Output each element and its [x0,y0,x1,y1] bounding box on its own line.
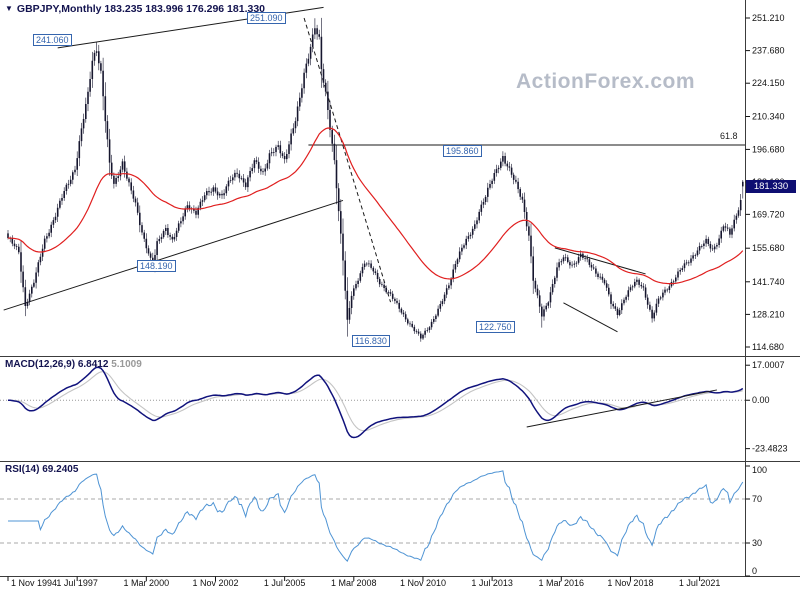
price-axis-label: 224.150 [752,78,785,88]
macd-indicator-label: MACD(12,26,9) 6.8412 5.1009 [5,359,142,370]
macd-axis-label: 0.00 [752,395,770,405]
date-axis-label: 1 Jul 2013 [471,578,513,588]
rsi-axis-label: 70 [752,494,762,504]
trendline[interactable] [303,17,392,303]
date-axis-label: 1 Nov 1994 [11,578,57,588]
trendline[interactable] [563,302,618,333]
price-axis-label: 237.680 [752,46,785,56]
symbol-ohlc-text: GBPJPY,Monthly 183.235 183.996 176.296 1… [16,3,266,15]
date-axis-label: 1 Mar 2000 [124,578,170,588]
date-axis-label: 1 Nov 2018 [607,578,653,588]
rsi-axis-label: 100 [752,465,767,475]
rsi-name: RSI(14) [5,464,40,475]
price-axis-label: 155.680 [752,243,785,253]
macd-value-main: 6.8412 [77,359,109,370]
price-axis-label: 114.680 [752,342,784,352]
rsi-line [8,470,744,562]
candle-bodies [7,28,744,339]
date-axis-label: 1 Jul 2021 [679,578,721,588]
symbol-dropdown-icon[interactable]: ▼ [5,4,13,13]
price-label-box: 116.830 [352,335,390,347]
fib-61.8-label: 61.8 [720,131,738,141]
rsi-indicator-label: RSI(14) 69.2405 [5,464,78,475]
current-price-tag: 181.330 [746,180,796,193]
price-axis-label: 128.210 [752,309,785,319]
rsi-axis-label: 30 [752,538,762,548]
price-axis-label: 196.680 [752,144,785,154]
date-axis-label: 1 Mar 2008 [331,578,377,588]
trendline[interactable] [554,247,646,275]
date-axis-label: 1 Nov 2010 [400,578,446,588]
symbol-info-bar: ▼ GBPJPY,Monthly 183.235 183.996 176.296… [5,3,265,15]
macd-main-line [7,366,744,439]
price-pane [3,6,745,342]
macd-axis-label: 17.0007 [752,360,785,370]
price-label-box: 122.750 [476,321,515,333]
date-axis-label: 1 Nov 2002 [192,578,238,588]
date-axis-label: 1 Mar 2016 [539,578,585,588]
price-label-box: 241.060 [33,34,72,46]
macd-signal-line [8,371,743,432]
price-axis-label: 169.720 [752,209,785,219]
macd-trendline[interactable] [526,389,717,428]
rsi-axis-label: 0 [752,566,757,576]
price-label-box: 148.190 [137,260,176,272]
macd-pane [0,366,745,439]
price-axis-label: 141.740 [752,277,785,287]
moving-average-line [7,127,744,285]
date-axis-label: 1 Jul 1997 [56,578,98,588]
price-label-box: 195.860 [443,145,482,157]
watermark-text: ActionForex.com [516,70,696,93]
macd-axis-label: -23.4823 [752,444,788,454]
rsi-pane [0,470,745,562]
trendline[interactable] [3,199,344,311]
price-axis-label: 251.210 [752,13,785,23]
macd-value-signal: 5.1009 [111,359,142,370]
date-axis-label: 1 Jul 2005 [264,578,306,588]
rsi-value: 69.2405 [42,464,79,475]
candle-wicks [7,17,744,342]
price-label-box: 251.090 [247,12,286,24]
macd-name: MACD(12,26,9) [5,359,76,370]
price-axis-label: 210.340 [752,111,785,121]
